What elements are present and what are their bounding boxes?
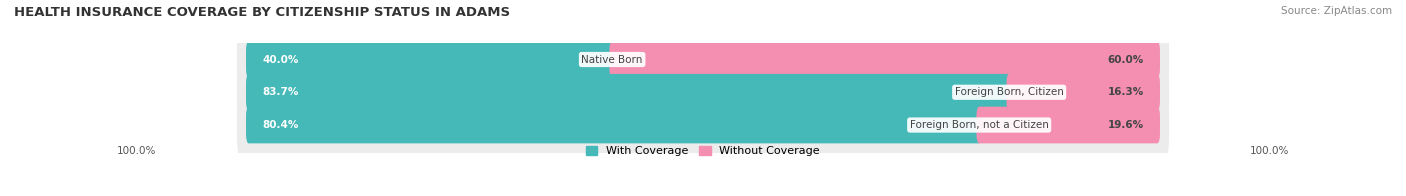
Text: HEALTH INSURANCE COVERAGE BY CITIZENSHIP STATUS IN ADAMS: HEALTH INSURANCE COVERAGE BY CITIZENSHIP… bbox=[14, 6, 510, 19]
FancyBboxPatch shape bbox=[1007, 74, 1160, 111]
Text: 100.0%: 100.0% bbox=[1250, 146, 1289, 156]
Text: 40.0%: 40.0% bbox=[263, 54, 298, 64]
Text: 83.7%: 83.7% bbox=[263, 87, 298, 97]
Legend: With Coverage, Without Coverage: With Coverage, Without Coverage bbox=[586, 146, 820, 156]
Text: 80.4%: 80.4% bbox=[263, 120, 298, 130]
FancyBboxPatch shape bbox=[238, 87, 1168, 163]
Text: 100.0%: 100.0% bbox=[117, 146, 156, 156]
FancyBboxPatch shape bbox=[246, 107, 981, 143]
Text: Foreign Born, Citizen: Foreign Born, Citizen bbox=[955, 87, 1063, 97]
Text: Native Born: Native Born bbox=[582, 54, 643, 64]
FancyBboxPatch shape bbox=[609, 41, 1160, 78]
Text: 16.3%: 16.3% bbox=[1108, 87, 1143, 97]
FancyBboxPatch shape bbox=[238, 54, 1168, 130]
Text: Foreign Born, not a Citizen: Foreign Born, not a Citizen bbox=[910, 120, 1049, 130]
Text: 60.0%: 60.0% bbox=[1108, 54, 1143, 64]
Text: 19.6%: 19.6% bbox=[1108, 120, 1143, 130]
FancyBboxPatch shape bbox=[976, 107, 1160, 143]
FancyBboxPatch shape bbox=[238, 22, 1168, 97]
FancyBboxPatch shape bbox=[246, 41, 614, 78]
Text: Source: ZipAtlas.com: Source: ZipAtlas.com bbox=[1281, 6, 1392, 16]
FancyBboxPatch shape bbox=[246, 74, 1012, 111]
